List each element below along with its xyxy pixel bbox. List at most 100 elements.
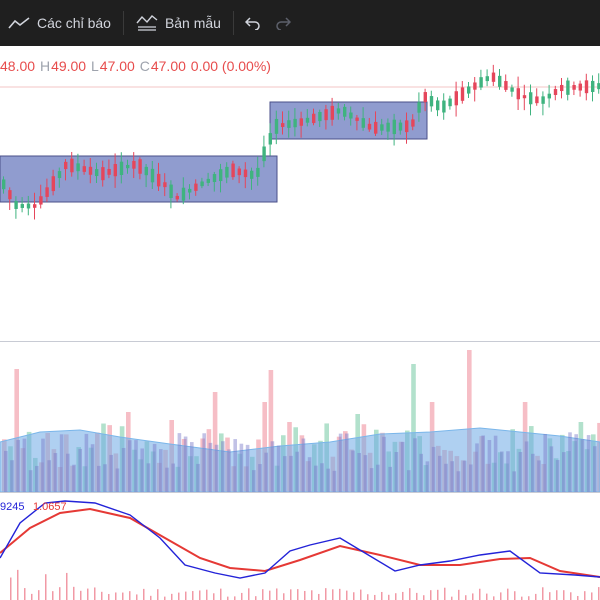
candle-body	[150, 168, 155, 183]
volume-bar-overlay	[512, 471, 516, 492]
candle-body	[299, 118, 303, 126]
candle-body	[386, 122, 390, 132]
candle-body	[467, 86, 471, 94]
macd-histogram-bar	[528, 596, 530, 600]
macd-histogram-bar	[339, 588, 341, 600]
macd-histogram-bar	[38, 590, 40, 600]
candle-body	[423, 92, 427, 103]
templates-button[interactable]: Bản mẫu	[128, 0, 229, 46]
open-value: 48.00	[0, 58, 36, 74]
candle-body	[225, 166, 229, 178]
candle-body	[64, 161, 68, 170]
volume-bar-overlay	[177, 433, 182, 492]
high-key: H	[39, 58, 51, 74]
volume-bar-overlay	[394, 451, 399, 492]
templates-icon	[136, 15, 158, 31]
macd-histogram-bar	[304, 590, 306, 600]
volume-pane[interactable]	[0, 342, 600, 492]
candle-body	[181, 187, 186, 201]
indicators-button[interactable]: Các chỉ báo	[0, 0, 119, 46]
macd-histogram-bar	[73, 586, 75, 600]
macd-histogram-bar	[241, 592, 243, 600]
candle-body	[510, 87, 514, 92]
volume-bar-overlay	[47, 460, 51, 492]
candle-body	[293, 118, 297, 128]
templates-label: Bản mẫu	[164, 15, 221, 31]
low-value: 47.00	[99, 58, 135, 74]
macd-histogram-bar	[311, 590, 313, 600]
macd-histogram-bar	[66, 572, 68, 600]
redo-button[interactable]	[268, 0, 298, 46]
volume-bar-overlay	[425, 461, 430, 492]
volume-bar-overlay	[245, 444, 250, 492]
volume-bar-overlay	[568, 432, 572, 492]
volume-bar-overlay	[574, 434, 578, 492]
signal-value: 1.0657	[33, 501, 67, 513]
macd-histogram-bar	[45, 574, 47, 600]
pane-divider	[0, 492, 600, 493]
volume-bar-overlay	[183, 436, 188, 492]
macd-histogram-bar	[94, 587, 96, 600]
macd-histogram-bar	[402, 591, 404, 600]
volume-bar-overlay	[400, 441, 405, 492]
macd-histogram-bar	[227, 596, 229, 600]
candle-body	[560, 84, 564, 92]
volume-bar-overlay	[301, 438, 306, 492]
macd-histogram-bar	[451, 596, 453, 600]
candle-body	[591, 80, 595, 92]
candle-body	[57, 171, 62, 179]
volume-bar-overlay	[208, 442, 213, 492]
macd-histogram-bar	[199, 590, 201, 600]
candle-body	[107, 168, 111, 175]
undo-button[interactable]	[238, 0, 268, 46]
macd-histogram-bar	[444, 587, 446, 600]
macd-histogram-bar	[80, 590, 82, 600]
volume-bar-overlay	[159, 449, 163, 492]
candle-body	[355, 117, 359, 121]
volume-bar-overlay	[413, 438, 417, 492]
indicators-label: Các chỉ báo	[37, 15, 111, 31]
candle-body	[442, 100, 446, 113]
macd-histogram-bar	[290, 589, 292, 600]
macd-histogram-bar	[521, 596, 523, 600]
candle-body	[572, 85, 576, 90]
candle-body	[374, 121, 378, 134]
candle-body	[8, 190, 12, 200]
macd-histogram-bar	[507, 588, 509, 600]
candle-body	[405, 120, 409, 133]
candle-body	[188, 188, 192, 193]
volume-bar	[14, 369, 19, 492]
macd-histogram-bar	[24, 588, 26, 600]
macd-histogram-bar	[325, 588, 327, 600]
candle-body	[460, 87, 465, 101]
volume-bar-overlay	[506, 451, 510, 492]
candle-body	[262, 146, 266, 162]
macd-histogram-bar	[353, 592, 355, 600]
price-pane[interactable]	[0, 46, 600, 342]
macd-pane[interactable]	[0, 493, 600, 600]
volume-bar-overlay	[41, 438, 45, 492]
volume-bar-overlay	[115, 468, 120, 492]
macd-histogram-bar	[220, 588, 222, 600]
volume-bar-overlay	[326, 468, 330, 492]
candle-body	[200, 181, 204, 187]
candle-body	[88, 166, 93, 175]
candle-body	[312, 113, 316, 124]
pane-divider	[0, 341, 600, 342]
candle-body	[268, 133, 272, 145]
candle-body	[39, 196, 43, 205]
macd-histogram-bar	[31, 593, 33, 600]
macd-histogram-bar	[206, 589, 208, 600]
macd-histogram-bar	[164, 596, 166, 600]
macd-histogram-bar	[192, 591, 194, 600]
macd-histogram-bar	[262, 589, 264, 600]
volume-bar-overlay	[363, 455, 368, 492]
volume-bar-overlay	[369, 468, 374, 492]
candle-body	[212, 174, 217, 183]
volume-bar-overlay	[109, 454, 113, 492]
macd-histogram-bar	[437, 589, 439, 600]
volume-bar-overlay	[469, 464, 473, 492]
candle-body	[367, 123, 372, 130]
change-value: 0.00 (0.00%)	[190, 58, 271, 74]
macd-histogram-bar	[542, 587, 544, 600]
